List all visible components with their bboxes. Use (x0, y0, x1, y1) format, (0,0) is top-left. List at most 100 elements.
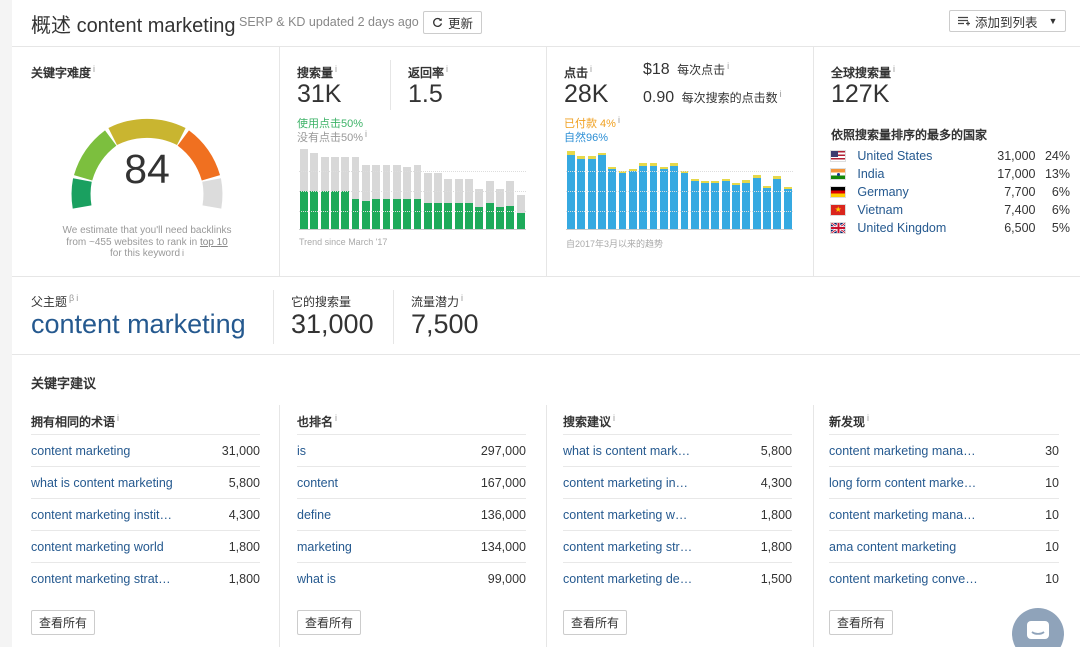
clicks-bar-secondary[interactable] (670, 163, 679, 166)
clicks-bar-primary[interactable] (752, 177, 761, 229)
clicks-bar-primary[interactable] (628, 171, 637, 229)
info-icon[interactable]: i (727, 61, 730, 71)
volume-bar-primary[interactable] (382, 199, 391, 229)
keyword-row[interactable]: ama content marketing 10 (829, 530, 1059, 562)
clicks-bar-secondary[interactable] (783, 186, 792, 189)
clicks-bar-primary[interactable] (701, 183, 710, 229)
volume-bar-secondary[interactable] (496, 189, 504, 208)
country-name[interactable]: United Kingdom (857, 221, 947, 235)
clicks-bar-primary[interactable] (608, 169, 617, 229)
volume-bar-primary[interactable] (496, 207, 504, 229)
keyword-link[interactable]: content (297, 475, 339, 490)
volume-bar-primary[interactable] (413, 199, 422, 229)
volume-bar-primary[interactable] (444, 202, 453, 229)
info-icon[interactable]: i (117, 413, 120, 423)
volume-bar-secondary[interactable] (403, 166, 412, 199)
clicks-bar-secondary[interactable] (659, 166, 668, 169)
clicks-bar-primary[interactable] (783, 189, 792, 229)
volume-bar-primary[interactable] (434, 202, 443, 229)
info-icon[interactable]: i (779, 89, 782, 99)
keyword-row[interactable]: content marketing mana… 30 (829, 434, 1059, 466)
info-icon[interactable]: i (590, 64, 593, 74)
clicks-bar-secondary[interactable] (567, 151, 575, 155)
keyword-link[interactable]: what is (297, 571, 336, 586)
country-name[interactable]: Germany (857, 185, 909, 199)
keyword-row[interactable]: content marketing in… 4,300 (563, 466, 792, 498)
keyword-link[interactable]: content marketing w… (563, 507, 688, 522)
info-icon[interactable]: i (365, 129, 368, 139)
clicks-bar-secondary[interactable] (577, 156, 586, 159)
info-icon[interactable]: i (182, 248, 185, 258)
keyword-row[interactable]: content marketing mana… 10 (829, 498, 1059, 530)
clicks-bar-primary[interactable] (742, 182, 751, 229)
clicks-bar-secondary[interactable] (628, 169, 637, 172)
volume-bar-primary[interactable] (465, 203, 473, 229)
clicks-bar-primary[interactable] (659, 169, 668, 229)
info-icon[interactable]: i (461, 293, 464, 303)
clicks-bar-primary[interactable] (670, 165, 679, 229)
clicks-bar-primary[interactable] (763, 188, 771, 229)
keyword-row[interactable]: content marketing de… 1,500 (563, 562, 792, 594)
volume-bar-secondary[interactable] (434, 173, 443, 203)
info-icon[interactable]: i (93, 64, 96, 74)
volume-bar-secondary[interactable] (330, 157, 339, 192)
info-icon[interactable]: i (893, 64, 896, 74)
volume-bar-secondary[interactable] (310, 153, 319, 192)
volume-bar-secondary[interactable] (516, 195, 525, 213)
keyword-row[interactable]: is 297,000 (297, 434, 526, 466)
volume-bar-secondary[interactable] (423, 173, 432, 203)
keyword-link[interactable]: content marketing de… (563, 571, 693, 586)
country-name[interactable]: Vietnam (857, 203, 903, 217)
volume-bar-secondary[interactable] (372, 165, 381, 200)
keyword-link[interactable]: content marketing instit… (31, 507, 173, 522)
keyword-link[interactable]: what is content mark… (563, 443, 691, 458)
add-to-list-button[interactable]: 添加到列表 ▼ (949, 10, 1067, 32)
volume-bar-secondary[interactable] (475, 189, 484, 208)
keyword-link[interactable]: content marketing conve… (829, 571, 978, 586)
volume-bar-secondary[interactable] (444, 178, 453, 203)
volume-bar-primary[interactable] (454, 202, 463, 229)
volume-bar-secondary[interactable] (341, 157, 350, 192)
parent-topic-link[interactable]: content marketing (31, 309, 246, 339)
keyword-row[interactable]: content marketing instit… 4,300 (31, 498, 260, 530)
keyword-link[interactable]: ama content marketing (829, 539, 957, 554)
volume-bar-secondary[interactable] (361, 165, 370, 201)
clicks-bar-secondary[interactable] (773, 176, 782, 179)
keyword-link[interactable]: is (297, 443, 307, 458)
clicks-bar-secondary[interactable] (711, 181, 720, 184)
clicks-bar-primary[interactable] (680, 173, 689, 229)
keyword-link[interactable]: what is content marketing (31, 475, 173, 490)
keyword-link[interactable]: define (297, 507, 332, 522)
keyword-link[interactable]: marketing (297, 539, 352, 554)
keyword-row[interactable]: long form content marke… 10 (829, 466, 1059, 498)
clicks-bar-primary[interactable] (773, 178, 782, 229)
clicks-bar-secondary[interactable] (587, 156, 596, 159)
keyword-link[interactable]: content marketing in… (563, 475, 689, 490)
clicks-bar-secondary[interactable] (639, 163, 648, 166)
volume-bar-primary[interactable] (423, 202, 432, 229)
clicks-bar-primary[interactable] (639, 165, 648, 229)
keyword-link[interactable]: content marketing strat… (31, 571, 171, 586)
clicks-bar-primary[interactable] (721, 181, 730, 229)
volume-bar-primary[interactable] (341, 191, 350, 229)
info-icon[interactable]: i (617, 115, 620, 125)
keyword-row[interactable]: what is content marketing 5,800 (31, 466, 260, 498)
chat-button[interactable] (1012, 608, 1064, 647)
volume-bar-primary[interactable] (310, 191, 319, 229)
info-icon[interactable]: i (446, 64, 449, 74)
clicks-bar-secondary[interactable] (649, 163, 658, 166)
volume-bar-primary[interactable] (330, 191, 339, 229)
keyword-link[interactable]: content marketing str… (563, 539, 693, 554)
volume-bar-secondary[interactable] (506, 181, 515, 206)
clicks-bar-secondary[interactable] (608, 166, 617, 169)
keyword-row[interactable]: content marketing 31,000 (31, 434, 260, 466)
volume-bar-primary[interactable] (485, 202, 494, 229)
clicks-bar-primary[interactable] (618, 173, 627, 229)
keyword-row[interactable]: content marketing strat… 1,800 (31, 562, 260, 594)
refresh-button[interactable]: 更新 (423, 11, 483, 34)
volume-bar-primary[interactable] (351, 199, 360, 229)
keyword-row[interactable]: content marketing w… 1,800 (563, 498, 792, 530)
info-icon[interactable]: i (76, 293, 79, 303)
clicks-bar-secondary[interactable] (763, 185, 771, 189)
see-all-button[interactable]: 查看所有 (829, 610, 894, 635)
